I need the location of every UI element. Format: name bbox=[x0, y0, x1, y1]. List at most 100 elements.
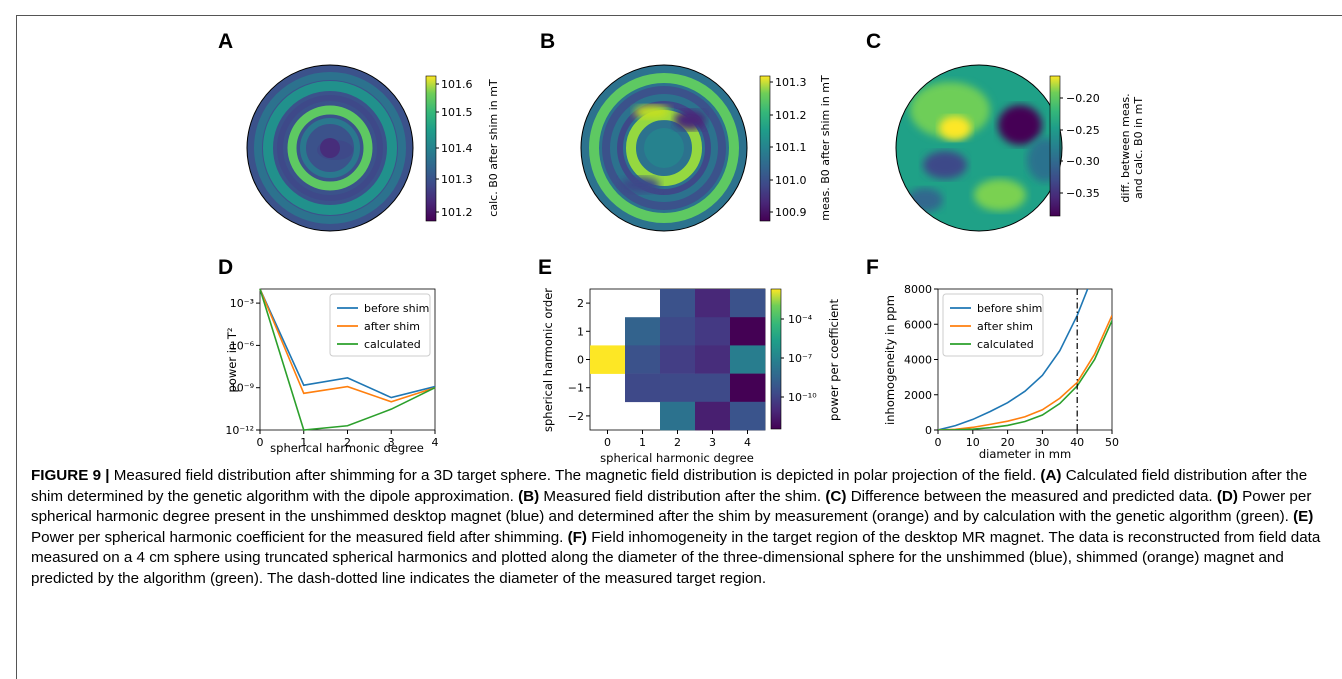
colorbar-c-label-2: and calc. B0 in mT bbox=[1132, 97, 1145, 199]
svg-text:−0.30: −0.30 bbox=[1066, 155, 1100, 168]
heatmap-cell bbox=[695, 345, 731, 374]
chart-d-xtick-label: 2 bbox=[344, 436, 351, 449]
svg-text:101.2: 101.2 bbox=[775, 109, 807, 122]
panel-b: B 101.3 101.2 101.1 101.0 1 bbox=[540, 30, 832, 232]
heatmap-cell bbox=[730, 317, 766, 346]
chart-f-legend-box bbox=[942, 293, 1044, 357]
chart-e-ytick-label: 0 bbox=[577, 354, 584, 367]
chart-f-xlabel: diameter in mm bbox=[979, 447, 1071, 461]
svg-text:101.6: 101.6 bbox=[441, 78, 473, 91]
svg-text:10⁻¹⁰: 10⁻¹⁰ bbox=[788, 391, 817, 404]
colorbar-e bbox=[770, 288, 782, 430]
chart-d-legend-label: calculated bbox=[364, 338, 421, 351]
svg-text:101.5: 101.5 bbox=[441, 106, 473, 119]
chart-f-series-0 bbox=[938, 289, 1089, 430]
panel-label-c: C bbox=[866, 30, 881, 53]
svg-text:100.9: 100.9 bbox=[775, 206, 807, 219]
chart-f-ytick-label: 0 bbox=[925, 424, 932, 437]
panel-label-f: F bbox=[866, 256, 879, 279]
chart-d-xtick-label: 3 bbox=[388, 436, 395, 449]
heatmap-cell bbox=[625, 373, 661, 403]
heatmap-cell bbox=[695, 289, 731, 318]
colorbar-c-label-1: diff. between meas. bbox=[1119, 93, 1132, 202]
chart-e-ytick-label: −2 bbox=[568, 410, 584, 423]
colorbar-b-ticks: 101.3 101.2 101.1 101.0 100.9 bbox=[770, 76, 807, 219]
colorbar-c-ticks: −0.20 −0.25 −0.30 −0.35 bbox=[1060, 92, 1100, 200]
heatmap-cell bbox=[730, 345, 766, 374]
chart-e-ytick-label: 2 bbox=[577, 297, 584, 310]
heatmap-cell bbox=[625, 345, 661, 374]
heatmap-cell bbox=[660, 317, 696, 346]
chart-d-legend: before shim after shim calculated bbox=[329, 293, 431, 357]
svg-text:101.1: 101.1 bbox=[775, 141, 807, 154]
chart-f-legend: before shim after shim calculated bbox=[942, 293, 1044, 357]
colorbar-e-ticks: 10⁻⁴ 10⁻⁷ 10⁻¹⁰ bbox=[781, 313, 817, 404]
chart-f-legend-label: after shim bbox=[977, 320, 1033, 333]
chart-d-series-1 bbox=[259, 288, 436, 403]
panel-label-b: B bbox=[540, 30, 555, 53]
caption-figure-number: FIGURE 9 | bbox=[31, 467, 110, 484]
heatmap-cell bbox=[730, 289, 766, 318]
chart-d-series-2 bbox=[259, 288, 436, 431]
chart-d-xtick-label: 0 bbox=[257, 436, 264, 449]
chart-e-xtick-label: 0 bbox=[604, 436, 611, 449]
heatmap-cell bbox=[730, 401, 766, 431]
chart-f-ytick-label: 8000 bbox=[904, 283, 932, 296]
chart-f-series-2 bbox=[938, 320, 1112, 430]
chart-f-xtick-label: 20 bbox=[1001, 436, 1015, 449]
heatmap-cell bbox=[695, 373, 731, 403]
polar-map-b bbox=[581, 65, 747, 231]
svg-text:101.4: 101.4 bbox=[441, 142, 473, 155]
figure-caption: FIGURE 9 | Measured field distribution a… bbox=[31, 467, 1321, 587]
chart-e-xtick-label: 3 bbox=[709, 436, 716, 449]
chart-e-xlabel: spherical harmonic degree bbox=[600, 451, 754, 465]
figure-frame bbox=[16, 15, 1342, 679]
chart-d-ytick-label: 10⁻³ bbox=[230, 297, 254, 310]
svg-text:101.2: 101.2 bbox=[441, 206, 473, 219]
chart-d-ylabel: power in T² bbox=[225, 328, 239, 393]
chart-f-ylabel: inhomogeneity in ppm bbox=[883, 295, 897, 425]
chart-f-ytick-label: 2000 bbox=[904, 389, 932, 402]
chart-d-series-0 bbox=[259, 288, 436, 399]
chart-f-lines bbox=[938, 289, 1112, 430]
svg-text:101.3: 101.3 bbox=[775, 76, 807, 89]
chart-f-legend-label: before shim bbox=[977, 302, 1042, 315]
chart-f-xtick-label: 50 bbox=[1105, 436, 1119, 449]
svg-text:−0.35: −0.35 bbox=[1066, 187, 1100, 200]
chart-e-xtick-label: 1 bbox=[639, 436, 646, 449]
svg-text:−0.25: −0.25 bbox=[1066, 124, 1100, 137]
heatmap-cell bbox=[660, 401, 696, 431]
chart-e-ytick-label: 1 bbox=[577, 325, 584, 338]
colorbar-b-label: meas. B0 after shim in mT bbox=[819, 75, 832, 221]
colorbar-a bbox=[425, 75, 437, 222]
chart-d-xtick-label: 1 bbox=[300, 436, 307, 449]
panel-d: D spherical harmonic degree power in T² … bbox=[218, 256, 439, 455]
svg-text:10⁻⁷: 10⁻⁷ bbox=[788, 352, 812, 365]
chart-d-legend-label: before shim bbox=[364, 302, 429, 315]
panel-c: C −0.20 −0.25 −0.30 −0.35 diff. bbox=[866, 30, 1145, 232]
colorbar-c bbox=[1049, 75, 1061, 217]
panel-e: E spherical harmonic degree spherical ha… bbox=[538, 256, 841, 465]
heatmap-cell bbox=[695, 401, 731, 431]
panel-label-e: E bbox=[538, 256, 552, 279]
heatmap-cell bbox=[590, 345, 626, 374]
svg-text:101.3: 101.3 bbox=[441, 173, 473, 186]
chart-f-ytick-label: 6000 bbox=[904, 318, 932, 331]
figure-panels: A 101.6 101.5 101.4 101.3 101.2 bbox=[218, 30, 1145, 465]
chart-d-ytick-label: 10⁻⁹ bbox=[230, 382, 254, 395]
heatmap-cell bbox=[660, 373, 696, 403]
chart-f-ytick-label: 4000 bbox=[904, 354, 932, 367]
colorbar-e-label: power per coefficient bbox=[827, 299, 841, 421]
chart-f-legend-label: calculated bbox=[977, 338, 1034, 351]
colorbar-a-label: calc. B0 after shim in mT bbox=[487, 79, 500, 217]
heatmap-cell bbox=[660, 289, 696, 318]
svg-text:−0.20: −0.20 bbox=[1066, 92, 1100, 105]
polar-map-a bbox=[247, 65, 413, 231]
heatmap-cell bbox=[695, 317, 731, 346]
chart-e-xtick-label: 2 bbox=[674, 436, 681, 449]
heatmap-cell bbox=[625, 317, 661, 346]
panel-label-a: A bbox=[218, 30, 233, 53]
svg-text:10⁻⁴: 10⁻⁴ bbox=[788, 313, 813, 326]
chart-d-legend-label: after shim bbox=[364, 320, 420, 333]
heatmap-cell bbox=[660, 345, 696, 374]
